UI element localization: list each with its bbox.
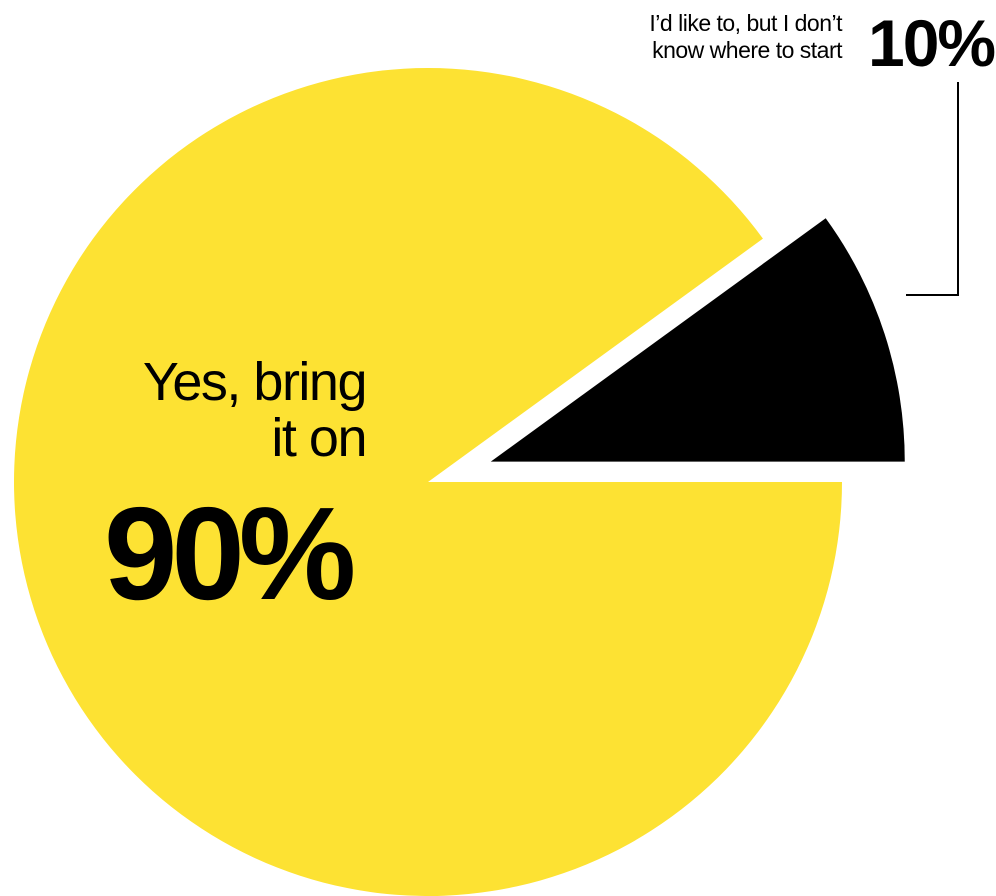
leader-line (906, 82, 959, 296)
pie-slice-dont-know-where-to-start (490, 218, 905, 462)
slice-value-yes: 90% (104, 480, 356, 627)
slice-value-dont-know: 10% (868, 6, 996, 80)
slice-label-yes: Yes, bring it on (142, 352, 368, 468)
pie-slice-yes-bring-it-on (14, 68, 842, 896)
slice-label-dont-know: I’d like to, but I don’t know where to s… (649, 10, 842, 63)
